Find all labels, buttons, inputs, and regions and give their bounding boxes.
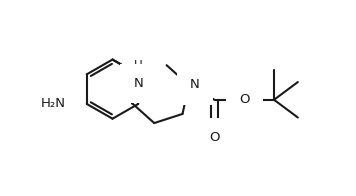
Text: H: H — [134, 59, 143, 72]
Text: N: N — [134, 77, 143, 90]
Text: N: N — [190, 78, 199, 92]
Text: O: O — [239, 93, 250, 106]
Text: H₂N: H₂N — [41, 97, 66, 110]
Text: O: O — [209, 131, 220, 144]
